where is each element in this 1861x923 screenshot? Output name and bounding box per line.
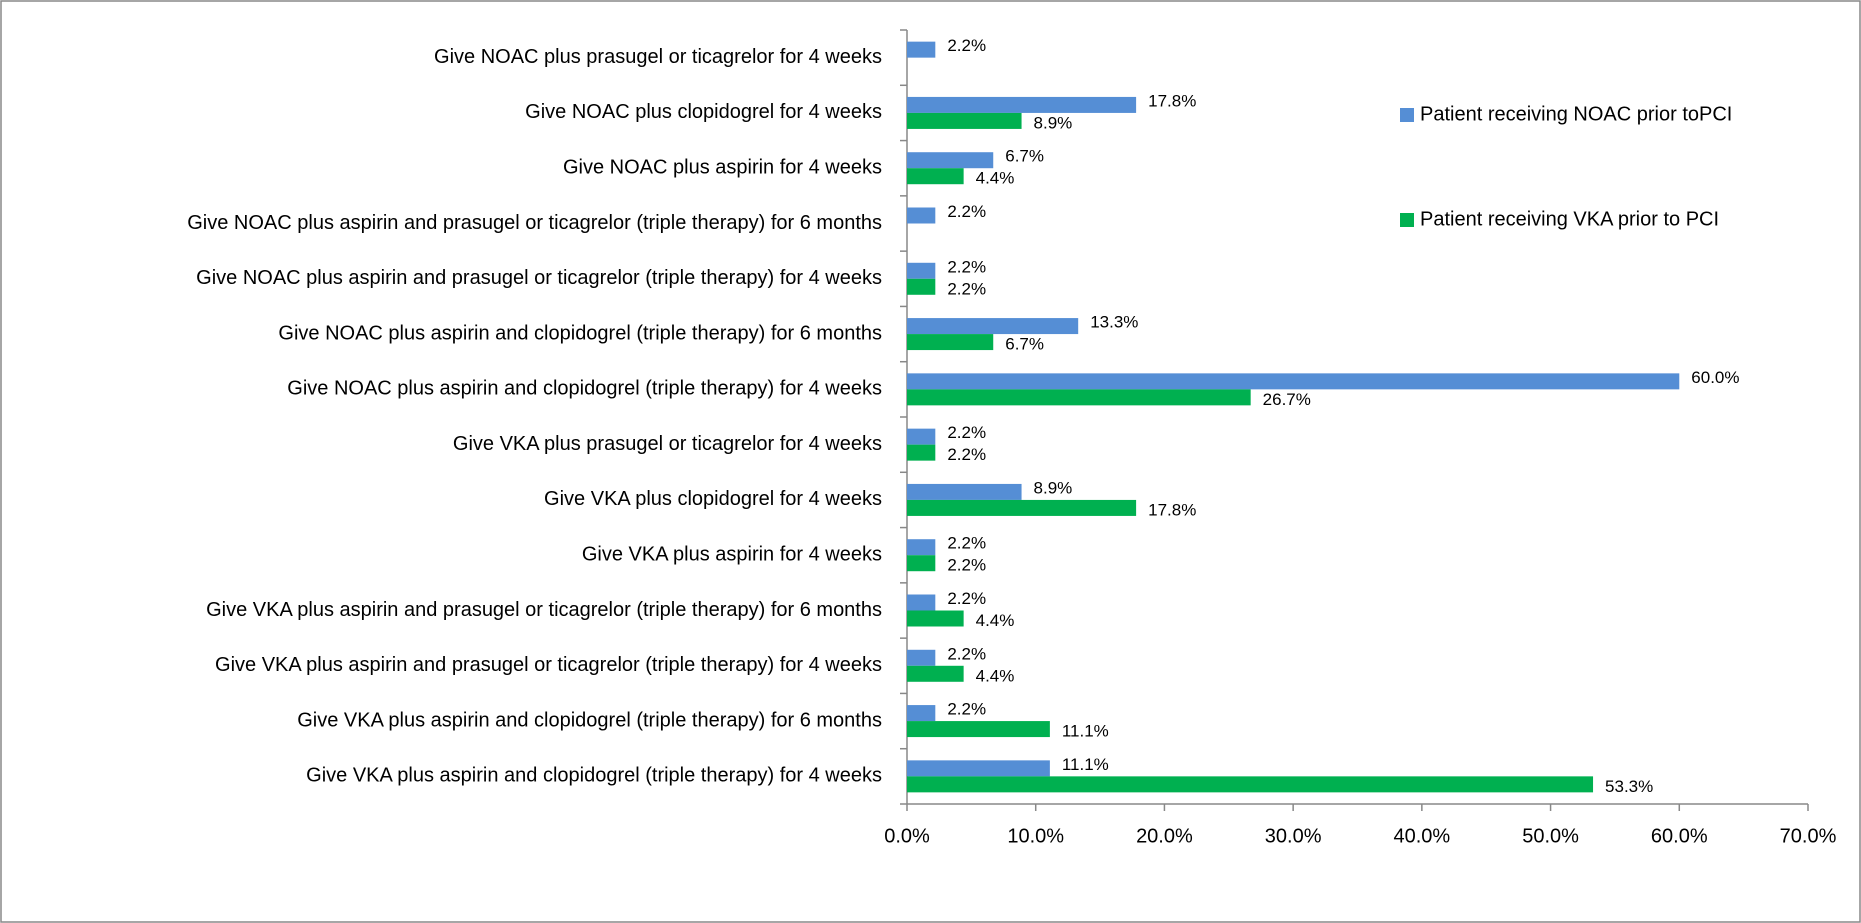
bar	[907, 776, 1594, 793]
bar	[907, 262, 936, 279]
x-tick-label: 20.0%	[1136, 825, 1193, 847]
bar	[907, 539, 936, 556]
y-tick-label: Give VKA plus aspirin for 4 weeks	[582, 543, 882, 565]
bar	[907, 207, 936, 224]
data-label: 4.4%	[976, 666, 1015, 685]
y-tick-label: Give NOAC plus aspirin and clopidogrel (…	[287, 378, 882, 400]
data-label: 2.2%	[947, 644, 986, 663]
data-label: 53.3%	[1605, 777, 1653, 796]
data-label: 26.7%	[1263, 390, 1311, 409]
data-label: 11.1%	[1062, 755, 1109, 774]
data-label: 8.9%	[1034, 478, 1073, 497]
bar	[907, 665, 964, 682]
data-label: 2.2%	[947, 556, 986, 575]
x-tick-label: 0.0%	[884, 825, 930, 847]
data-label: 4.4%	[976, 169, 1015, 188]
y-tick-label: Give NOAC plus clopidogrel for 4 weeks	[525, 101, 882, 123]
x-tick-label: 10.0%	[1007, 825, 1064, 847]
bar	[907, 444, 936, 461]
x-tick-label: 30.0%	[1265, 825, 1322, 847]
bar	[907, 168, 964, 185]
bar	[907, 721, 1050, 738]
bar	[907, 428, 936, 445]
x-tick-label: 50.0%	[1522, 825, 1579, 847]
bar	[907, 649, 936, 666]
data-label: 6.7%	[1005, 147, 1044, 166]
y-tick-label: Give NOAC plus aspirin for 4 weeks	[563, 156, 882, 178]
data-label: 2.2%	[947, 423, 986, 442]
data-label: 2.2%	[947, 589, 986, 608]
y-tick-label: Give VKA plus prasugel or ticagrelor for…	[453, 433, 882, 455]
y-tick-label: Give NOAC plus aspirin and prasugel or t…	[187, 212, 882, 234]
y-tick-label: Give VKA plus aspirin and prasugel or ti…	[215, 654, 882, 676]
data-label: 2.2%	[947, 700, 986, 719]
data-label: 13.3%	[1090, 313, 1138, 332]
y-tick-label: Give NOAC plus aspirin and prasugel or t…	[196, 267, 882, 289]
data-label: 11.1%	[1062, 722, 1109, 741]
data-label: 2.2%	[947, 279, 986, 298]
x-tick-label: 40.0%	[1393, 825, 1450, 847]
data-label: 60.0%	[1691, 368, 1739, 387]
data-label: 17.8%	[1148, 500, 1196, 519]
bar	[907, 152, 994, 169]
data-label: 2.2%	[947, 36, 986, 55]
bar	[907, 760, 1050, 777]
bar	[907, 499, 1137, 516]
y-tick-label: Give VKA plus aspirin and clopidogrel (t…	[306, 765, 882, 787]
data-label: 17.8%	[1148, 91, 1196, 110]
x-tick-label: 70.0%	[1780, 825, 1837, 847]
data-label: 6.7%	[1005, 335, 1044, 354]
bar	[907, 373, 1680, 390]
bar	[907, 278, 936, 295]
legend-label: Patient receiving VKA prior to PCI	[1420, 208, 1719, 230]
data-label: 2.2%	[947, 445, 986, 464]
data-label: 4.4%	[976, 611, 1015, 630]
y-tick-label: Give NOAC plus aspirin and clopidogrel (…	[278, 322, 882, 344]
bar	[907, 705, 936, 722]
x-tick-label: 60.0%	[1651, 825, 1708, 847]
data-label: 2.2%	[947, 257, 986, 276]
y-tick-label: Give VKA plus aspirin and clopidogrel (t…	[297, 709, 882, 731]
y-tick-label: Give NOAC plus prasugel or ticagrelor fo…	[434, 46, 882, 68]
bar	[907, 389, 1251, 406]
y-tick-label: Give VKA plus clopidogrel for 4 weeks	[544, 488, 882, 510]
legend-swatch	[1400, 213, 1414, 227]
y-tick-label: Give VKA plus aspirin and prasugel or ti…	[206, 599, 882, 621]
bar	[907, 594, 936, 611]
bar	[907, 555, 936, 572]
bar	[907, 610, 964, 627]
legend-label: Patient receiving NOAC prior toPCI	[1420, 103, 1732, 125]
bar	[907, 318, 1079, 335]
bar	[907, 41, 936, 58]
bar	[907, 483, 1022, 500]
legend-swatch	[1400, 108, 1414, 122]
bar	[907, 112, 1022, 129]
data-label: 2.2%	[947, 534, 986, 553]
bar	[907, 96, 1137, 113]
data-label: 8.9%	[1034, 113, 1073, 132]
bar	[907, 334, 994, 351]
data-label: 2.2%	[947, 202, 986, 221]
